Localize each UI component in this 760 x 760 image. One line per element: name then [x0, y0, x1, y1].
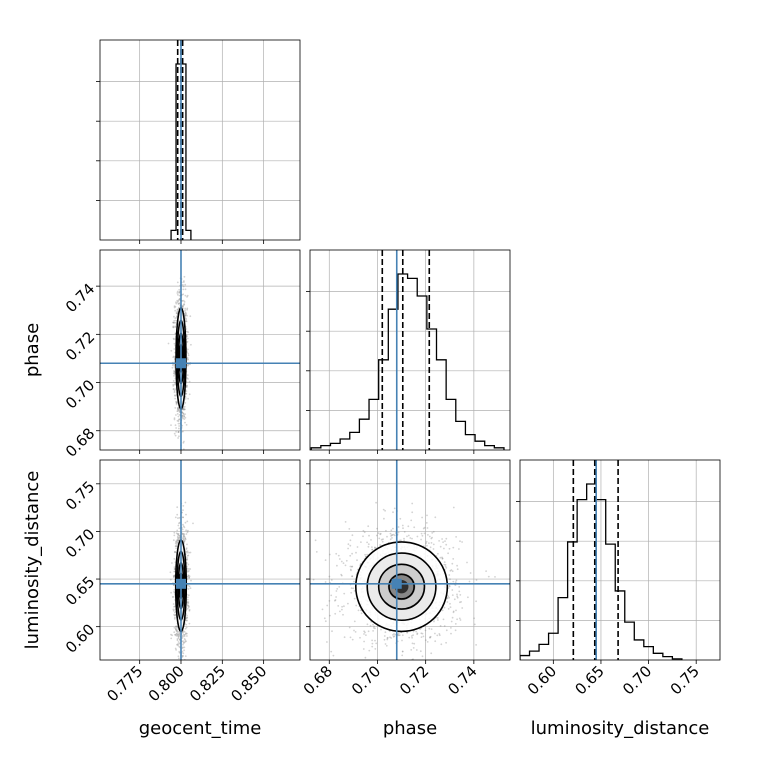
panel-frame: [99, 249, 301, 451]
y-tick-label: 0.65: [62, 573, 98, 609]
marginal-phase: [306, 249, 511, 454]
x-tick-label: 0.70: [348, 662, 384, 698]
y-tick-label: 0.60: [62, 620, 98, 656]
truth-marker: [391, 578, 402, 589]
panel-frame: [99, 39, 301, 241]
truth-marker: [175, 358, 186, 369]
joint-geocent_time-luminosity_distance: [96, 459, 301, 664]
y-tick-label: 0.74: [62, 280, 98, 316]
y-tick-label: 0.70: [62, 525, 98, 561]
y-tick-label: 0.68: [62, 424, 98, 460]
x-tick-label: 0.850: [227, 662, 270, 705]
x-tick-label: 0.825: [186, 662, 229, 705]
contour: [377, 563, 426, 610]
y-tick-label: 0.72: [62, 328, 98, 364]
y-axis-label: luminosity_distance: [22, 471, 43, 650]
truth-marker: [175, 578, 186, 589]
joint-phase-luminosity_distance: [306, 459, 511, 664]
x-tick-label: 0.65: [571, 662, 607, 698]
y-tick-label: 0.70: [62, 376, 98, 412]
x-tick-label: 0.800: [145, 662, 188, 705]
x-tick-label: 0.75: [667, 662, 703, 698]
joint-geocent_time-phase: [96, 249, 301, 454]
panel-frame: [519, 459, 721, 661]
panel-frame: [99, 459, 301, 661]
panel-frame: [309, 459, 511, 661]
contour: [354, 541, 449, 633]
histogram-phase: [310, 273, 505, 450]
x-axis-label: geocent_time: [139, 718, 262, 739]
x-tick-label: 0.60: [524, 662, 560, 698]
panel-frame: [309, 249, 511, 451]
contour: [366, 552, 437, 622]
x-axis-label: luminosity_distance: [531, 718, 710, 739]
x-tick-label: 0.74: [444, 662, 480, 698]
contour: [388, 573, 415, 600]
y-axis-label: phase: [22, 323, 43, 377]
x-tick-label: 0.70: [619, 662, 655, 698]
histogram-luminosity_distance: [520, 483, 683, 660]
y-tick-label: 0.75: [62, 477, 98, 513]
x-tick-label: 0.775: [103, 662, 146, 705]
x-tick-label: 0.72: [396, 662, 432, 698]
marginal-luminosity_distance: [516, 459, 721, 664]
x-axis-label: phase: [383, 718, 437, 739]
x-tick-label: 0.68: [300, 662, 336, 698]
marginal-geocent_time: [96, 39, 301, 244]
samples: [167, 250, 192, 450]
